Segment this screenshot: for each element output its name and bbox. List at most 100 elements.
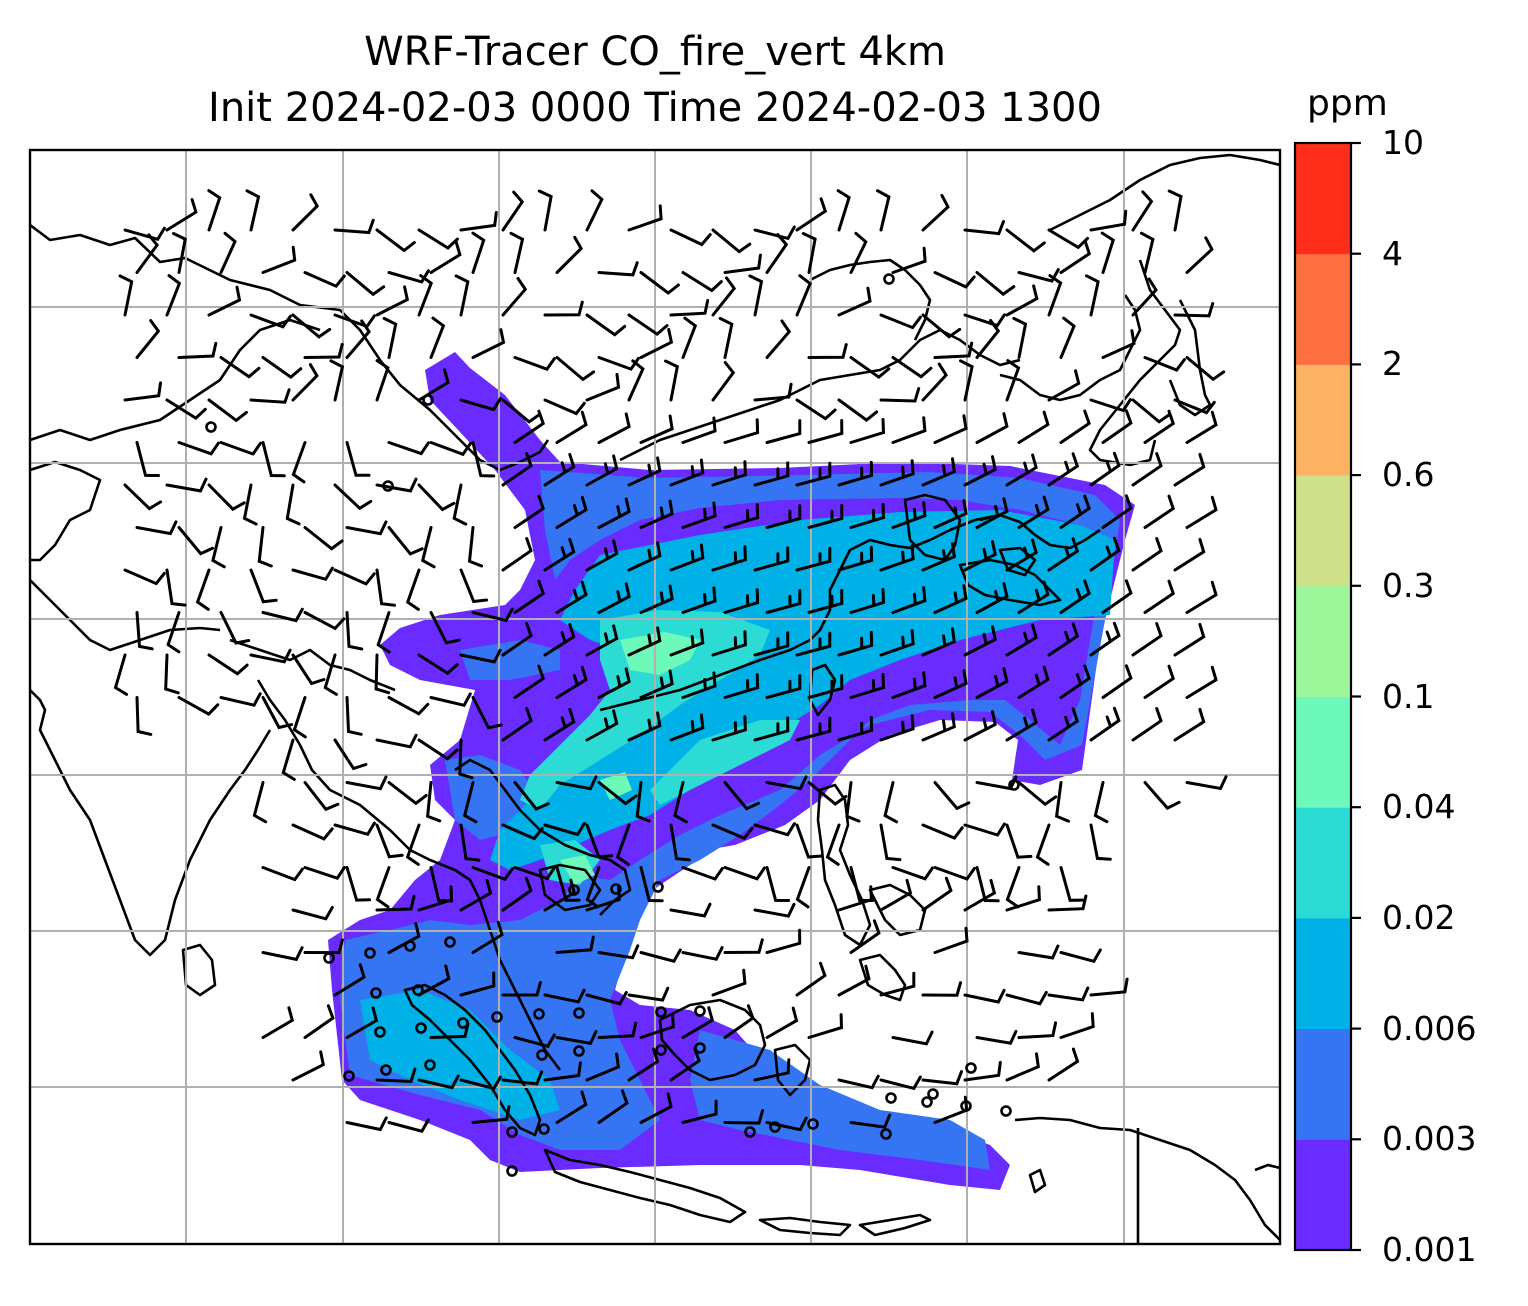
wind-barb xyxy=(795,197,828,232)
wind-barb xyxy=(807,674,844,699)
wind-barb xyxy=(345,1116,388,1132)
wind-barb xyxy=(291,193,320,232)
wind-barb xyxy=(345,611,364,651)
wind-barb xyxy=(879,714,915,742)
calm-circle xyxy=(491,1011,503,1023)
wind-barb xyxy=(1012,316,1028,359)
wind-barb xyxy=(501,1070,544,1086)
wind-barb xyxy=(879,313,922,330)
wind-barb xyxy=(1131,398,1172,424)
wind-barb xyxy=(975,667,1009,699)
calm-circle xyxy=(343,1070,355,1082)
wind-barb xyxy=(879,387,921,403)
wind-barb xyxy=(975,1029,1018,1045)
wind-barb xyxy=(681,271,723,293)
wind-barb xyxy=(555,356,596,382)
wind-barb xyxy=(555,935,595,954)
wind-barb xyxy=(417,964,451,997)
wind-barb xyxy=(429,316,446,359)
wind-barb xyxy=(405,568,421,611)
wind-barb xyxy=(417,228,459,250)
wind-barb xyxy=(639,948,682,963)
wind-barb xyxy=(681,501,717,529)
wind-barb xyxy=(1089,398,1132,413)
wind-barb xyxy=(459,648,502,664)
wind-barb xyxy=(753,822,796,837)
wind-barb xyxy=(765,866,791,902)
wind-barb xyxy=(375,477,418,493)
wind-barb xyxy=(711,460,747,487)
wind-barb xyxy=(933,926,969,954)
coastline-segment xyxy=(1014,1116,1280,1241)
coastline-segment xyxy=(858,1213,932,1237)
wind-barb xyxy=(921,193,950,232)
wind-barb xyxy=(807,343,848,359)
wind-barb xyxy=(795,823,823,859)
wind-barb xyxy=(291,1050,325,1082)
wind-barb xyxy=(753,546,790,572)
coastline-segment xyxy=(30,460,102,562)
wind-barb xyxy=(555,235,583,274)
wind-barb xyxy=(292,696,307,739)
wind-barb xyxy=(509,231,525,274)
wind-barb xyxy=(933,341,974,359)
wind-barb xyxy=(597,497,631,529)
wind-barb xyxy=(1185,495,1218,529)
wind-barb xyxy=(375,823,404,859)
colorbar-block xyxy=(1295,475,1351,587)
coastline-segment xyxy=(658,998,767,1082)
wind-barb xyxy=(627,456,662,487)
wind-barb xyxy=(1017,495,1050,529)
wind-barb xyxy=(753,631,790,657)
wind-barb xyxy=(513,356,556,372)
wind-barb xyxy=(429,611,461,645)
wind-barb xyxy=(333,568,376,586)
colorbar-tick-label: 0.6 xyxy=(1382,455,1435,495)
wind-barb xyxy=(711,545,747,572)
wind-barb xyxy=(849,418,886,444)
wind-barb xyxy=(207,189,222,232)
wind-barb xyxy=(963,455,997,487)
wind-barb xyxy=(211,526,226,569)
wind-barb xyxy=(1059,579,1091,614)
calm-circle xyxy=(1008,779,1020,791)
wind-barb xyxy=(639,669,674,699)
wind-barb xyxy=(1167,189,1183,232)
wind-barb xyxy=(921,457,956,487)
wind-barb xyxy=(585,313,627,337)
wind-barb xyxy=(345,775,388,791)
wind-barb xyxy=(933,669,968,699)
wind-barb xyxy=(555,866,581,902)
wind-barb xyxy=(303,526,344,551)
wind-barb xyxy=(501,452,533,487)
wind-barb xyxy=(669,713,705,742)
wind-barb xyxy=(795,546,832,572)
wind-barb xyxy=(1047,1047,1080,1082)
wind-barb xyxy=(597,582,631,614)
wind-barb xyxy=(249,648,292,664)
wind-barb xyxy=(1005,990,1048,1006)
colorbar-unit-label: ppm xyxy=(1307,83,1388,124)
wind-barb xyxy=(1005,359,1021,402)
calm-circle xyxy=(506,1165,518,1177)
wind-barb xyxy=(585,709,619,742)
calm-circle xyxy=(960,1100,972,1112)
wind-barb xyxy=(933,584,968,614)
wind-barb xyxy=(1131,537,1163,572)
wind-barb xyxy=(627,626,662,657)
wind-barb xyxy=(975,319,1001,359)
wind-barb xyxy=(177,696,220,716)
wind-barb xyxy=(836,189,851,232)
wind-barb xyxy=(585,454,619,487)
wind-barb xyxy=(458,738,474,780)
wind-barb xyxy=(1005,823,1033,859)
coastline-segment xyxy=(229,638,396,692)
calm-circle xyxy=(769,1121,781,1133)
wind-barb xyxy=(135,611,154,651)
wind-barb xyxy=(837,964,871,997)
calm-circle xyxy=(536,1049,548,1061)
wind-barb xyxy=(387,781,428,806)
wind-barb xyxy=(681,866,724,881)
wind-barb xyxy=(329,359,345,402)
